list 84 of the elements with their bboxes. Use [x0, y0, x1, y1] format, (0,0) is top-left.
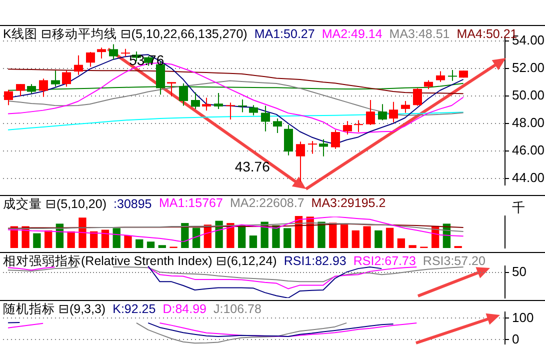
candlestick	[74, 54, 83, 76]
bar	[374, 230, 382, 248]
candlestick	[366, 100, 375, 126]
chart-title: 成交量 ⊟(5,10,20)	[3, 197, 107, 211]
series-label: RSI3:57.20	[422, 254, 486, 268]
candlestick	[51, 70, 60, 88]
candlestick	[296, 141, 305, 182]
y-tick-label: 52.00	[512, 60, 545, 75]
candlestick	[273, 118, 282, 134]
candlestick	[191, 92, 200, 110]
candlestick	[202, 97, 211, 112]
y-tick-label: 100	[512, 310, 534, 325]
series-label: J:106.78	[213, 302, 262, 316]
series-label: RSI1:82.93	[284, 254, 346, 268]
candlestick	[343, 120, 352, 135]
text: :30895	[114, 197, 152, 211]
candlestick	[401, 100, 410, 114]
candlestick	[308, 140, 317, 154]
candlestick	[62, 70, 71, 88]
series-label: D:84.99	[162, 302, 206, 316]
candlestick	[389, 101, 398, 123]
bar	[397, 238, 406, 248]
bar	[44, 230, 52, 248]
series-label: MA2:22608.7	[230, 196, 304, 210]
text: MA2:49.14	[322, 27, 382, 41]
bar	[90, 231, 98, 248]
candlestick	[109, 44, 118, 60]
y-axis-title: 千	[512, 199, 525, 217]
candlestick	[226, 102, 235, 120]
chart-title: 相对强弱指标(Relative Strenth Index) ⊟(6,12,24)	[3, 254, 277, 268]
candlestick	[319, 138, 328, 157]
bar	[158, 245, 166, 248]
series-label: MA3:29195.2	[311, 196, 386, 210]
bar	[249, 236, 258, 248]
candlestick	[4, 89, 13, 106]
candlestick	[413, 88, 422, 106]
bar	[112, 228, 120, 248]
y-tick-label: 0	[512, 331, 520, 346]
bar	[329, 222, 337, 248]
chart-title: K线图 ⊟移动平均线 ⊟(5,10,22,66,135,270)	[3, 27, 248, 41]
text: MA1:50.27	[254, 27, 315, 41]
candlestick	[39, 78, 48, 98]
text: 50	[512, 264, 526, 280]
candlestick	[86, 52, 95, 68]
bar	[284, 228, 292, 248]
bar	[101, 230, 110, 248]
chart-title: 随机指标 ⊟(9,3,3)	[3, 302, 106, 316]
candlestick	[354, 120, 363, 133]
y-tick-label: 48.00	[512, 114, 545, 130]
bar	[124, 236, 132, 248]
y-tick-label: 44.00	[512, 170, 545, 185]
bar	[215, 220, 223, 248]
bar	[33, 233, 41, 248]
candlestick	[238, 98, 247, 113]
series-label: MA1:15767	[159, 196, 223, 210]
y-tick-label: 46.00	[512, 142, 545, 158]
bar	[67, 231, 75, 248]
bar	[146, 242, 155, 248]
bar	[192, 228, 200, 248]
series-label: RSI2:67.73	[353, 254, 416, 268]
annotation: 43.76	[234, 158, 270, 174]
text: MA3:48.51	[389, 27, 450, 41]
bar	[136, 239, 144, 248]
bar	[340, 224, 348, 248]
bar	[352, 230, 360, 248]
candlestick	[167, 82, 176, 97]
bar	[78, 218, 86, 248]
candlestick	[378, 104, 387, 121]
candlestick	[436, 70, 445, 82]
candlestick	[97, 47, 106, 60]
candlestick	[448, 70, 457, 82]
bar	[238, 225, 246, 248]
bar	[386, 228, 394, 248]
bar	[363, 226, 371, 248]
candlestick	[214, 92, 223, 110]
candlestick	[261, 105, 270, 132]
bar	[318, 222, 326, 248]
candlestick	[284, 124, 293, 156]
series-label: K:92.25	[112, 302, 156, 316]
bar	[408, 245, 416, 248]
candlestick	[249, 104, 258, 116]
y-tick-label: 50.00	[512, 87, 545, 102]
candlestick	[331, 129, 340, 150]
candlestick	[16, 84, 25, 97]
